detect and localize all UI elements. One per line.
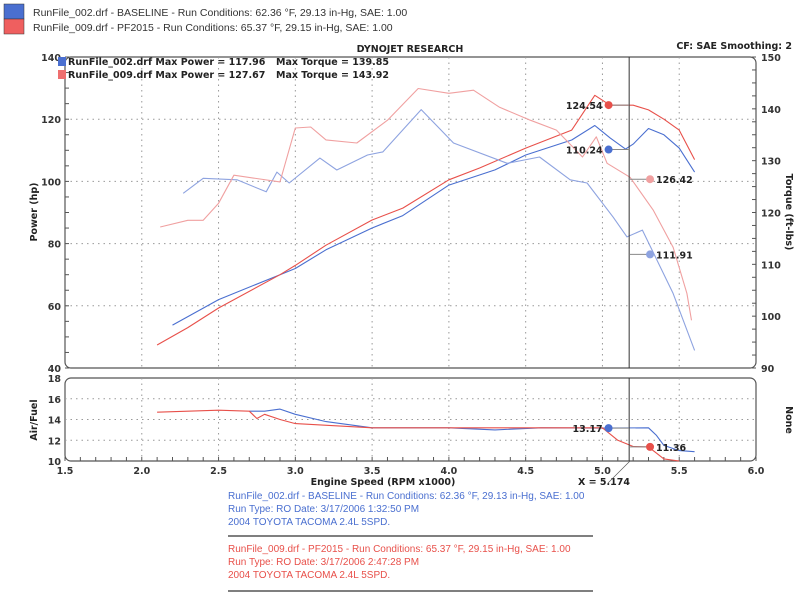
afr-tick-label: 18 — [48, 374, 62, 385]
main-axis-ticks: 40 60 80 100 120 140 90 100 110 120 130 140 150 — [41, 53, 781, 375]
afr-markers: 13.17 11.36 — [573, 424, 686, 454]
footer-baseline-line-1: RunFile_002.drf - BASELINE - Run Conditi… — [228, 491, 585, 502]
x-tick-label: 3.0 — [287, 466, 304, 477]
y2-tick-label: 120 — [761, 209, 781, 220]
x-tick-label: 2.5 — [210, 466, 227, 477]
marker-label: 11.36 — [656, 443, 686, 454]
run-swatch-pf2015 — [3, 18, 25, 35]
footer-pf2015-line-2: Run Type: RO Date: 3/17/2006 2:47:28 PM — [228, 557, 419, 568]
max-power-baseline: RunFile_002.drf Max Power = 117.96 — [68, 57, 266, 68]
footer-baseline: RunFile_002.drf - BASELINE - Run Conditi… — [228, 491, 585, 528]
marker-dot — [646, 175, 655, 184]
main-grid — [65, 57, 756, 368]
x-axis-ticks: 1.5 2.0 2.5 3.0 3.5 4.0 4.5 5.0 5.5 6.0 — [57, 466, 765, 477]
y-tick-label: 100 — [41, 177, 61, 188]
marker-dot — [604, 424, 613, 433]
marker-label: 110.24 — [566, 146, 603, 157]
header-run-baseline: RunFile_002.drf - BASELINE - Run Conditi… — [33, 7, 407, 19]
max-swatch-pf2015 — [58, 70, 66, 79]
max-torque-baseline: Max Torque = 139.85 — [276, 57, 389, 68]
y-axis-title-power: Power (hp) — [29, 183, 40, 242]
y-axis-title-afr: Air/Fuel — [29, 399, 40, 440]
main-markers: 124.54 110.24 126.42 111.91 — [566, 101, 693, 261]
cursor-readout: X = 5.174 — [578, 477, 630, 488]
y-tick-label: 140 — [41, 53, 61, 64]
x-tick-label: 3.5 — [364, 466, 381, 477]
header-run-pf2015: RunFile_009.drf - PF2015 - Run Condition… — [33, 22, 393, 34]
main-plot-frame — [64, 56, 757, 369]
y-tick-label: 120 — [41, 115, 61, 126]
y-tick-label: 40 — [48, 364, 62, 375]
marker-label: 126.42 — [656, 175, 693, 186]
marker-label: 124.54 — [566, 101, 603, 112]
x-axis-title: Engine Speed (RPM x1000) — [311, 477, 456, 488]
marker-dot — [604, 101, 613, 110]
y-tick-label: 60 — [48, 302, 62, 313]
y2-axis-title-torque: Torque (ft-lbs) — [783, 174, 794, 251]
afr-tick-label: 14 — [48, 416, 62, 427]
y2-tick-label: 100 — [761, 312, 781, 323]
y2-tick-label: 110 — [761, 260, 781, 271]
y2-tick-label: 150 — [761, 53, 781, 64]
x-tick-label: 2.0 — [133, 466, 150, 477]
chart-settings: CF: SAE Smoothing: 2 — [676, 41, 792, 52]
afr-tick-label: 10 — [48, 457, 62, 468]
afr-tick-label: 12 — [48, 436, 61, 447]
series-line — [172, 124, 696, 326]
marker-label: 13.17 — [573, 424, 603, 435]
x-tick-label: 5.5 — [671, 466, 688, 477]
marker-label: 111.91 — [656, 250, 693, 261]
marker-dot — [646, 442, 655, 451]
marker-dot — [604, 145, 613, 154]
y2-tick-label: 90 — [761, 364, 775, 375]
x-tick-label: 1.5 — [57, 466, 74, 477]
x-tick-label: 4.0 — [440, 466, 457, 477]
series-line — [156, 94, 696, 346]
footer-baseline-line-3: 2004 TOYOTA TACOMA 2.4L 5SPD. — [228, 517, 390, 528]
max-torque-pf2015: Max Torque = 143.92 — [276, 70, 389, 81]
series-line — [249, 408, 695, 453]
footer-pf2015: RunFile_009.drf - PF2015 - Run Condition… — [228, 544, 571, 581]
series-line — [182, 109, 696, 351]
afr-axis-ticks: 10 12 14 16 18 — [48, 374, 757, 468]
y2-tick-label: 140 — [761, 105, 781, 116]
x-tick-label: 4.5 — [517, 466, 534, 477]
y2-axis-title-none: None — [783, 406, 794, 434]
cursor-leader — [607, 460, 631, 484]
chart-title: DYNOJET RESEARCH — [357, 44, 464, 55]
y-tick-label: 80 — [48, 240, 62, 251]
x-tick-label: 5.0 — [594, 466, 611, 477]
max-power-pf2015: RunFile_009.drf Max Power = 127.67 — [68, 70, 265, 81]
y2-tick-label: 130 — [761, 157, 781, 168]
series-line — [160, 87, 693, 321]
footer-pf2015-line-3: 2004 TOYOTA TACOMA 2.4L 5SPD. — [228, 570, 390, 581]
footer-baseline-line-2: Run Type: RO Date: 3/17/2006 1:32:50 PM — [228, 504, 419, 515]
max-swatch-baseline — [58, 57, 66, 66]
footer-pf2015-line-1: RunFile_009.drf - PF2015 - Run Condition… — [228, 544, 571, 555]
x-tick-label: 6.0 — [748, 466, 765, 477]
main-series — [156, 87, 696, 351]
run-swatch-baseline — [3, 3, 25, 20]
marker-dot — [646, 250, 655, 259]
afr-tick-label: 16 — [48, 395, 62, 406]
